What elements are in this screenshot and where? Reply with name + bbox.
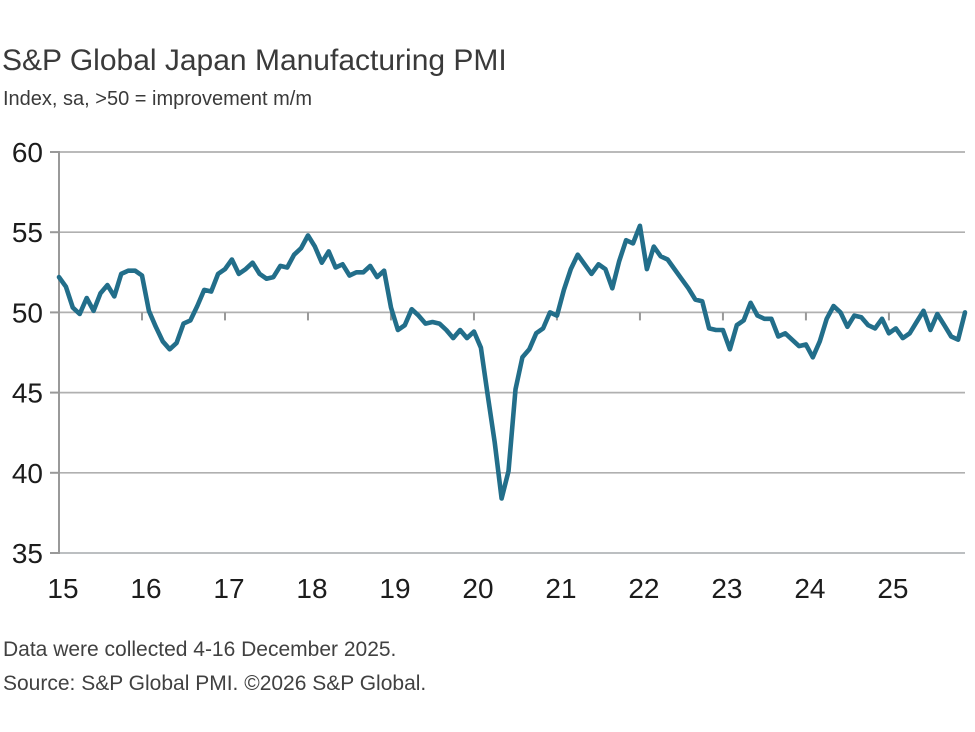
x-axis-label-22: 22: [628, 573, 659, 604]
chart-subtitle: Index, sa, >50 = improvement m/m: [3, 88, 313, 110]
x-axis-label-18: 18: [296, 573, 327, 604]
y-axis-label-50: 50: [12, 297, 43, 328]
x-axis-label-20: 20: [462, 573, 493, 604]
x-axis-label-23: 23: [711, 573, 742, 604]
x-axis-label-17: 17: [213, 573, 244, 604]
x-axis-label-21: 21: [545, 573, 576, 604]
x-axis-label-25: 25: [877, 573, 908, 604]
collection-note: Data were collected 4-16 December 2025.: [3, 638, 397, 661]
y-axis-label-45: 45: [12, 378, 43, 409]
y-axis-label-60: 60: [12, 137, 43, 168]
y-axis-label-55: 55: [12, 217, 43, 248]
x-axis-label-19: 19: [379, 573, 410, 604]
x-axis-label-16: 16: [130, 573, 161, 604]
y-axis-label-35: 35: [12, 538, 43, 569]
x-axis-label-15: 15: [47, 573, 78, 604]
y-axis-label-40: 40: [12, 458, 43, 489]
x-axis-label-24: 24: [794, 573, 825, 604]
source-note: Source: S&P Global PMI. ©2026 S&P Global…: [3, 672, 427, 695]
chart-footer: Data were collected 4-16 December 2025. …: [3, 633, 426, 701]
pmi-data-line: [56, 223, 968, 501]
chart-title: S&P Global Japan Manufacturing PMI: [2, 44, 507, 77]
